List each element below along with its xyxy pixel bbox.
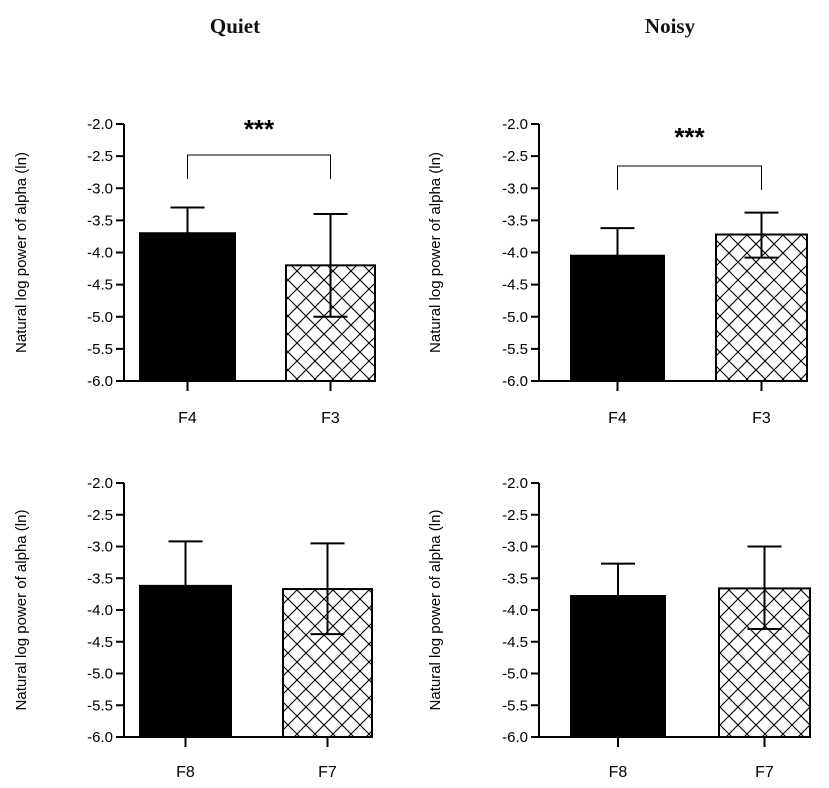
y-tick-label: -4.0 [87,602,113,619]
bar-F4 [570,254,665,382]
y-tick-label: -6.0 [502,729,528,746]
y-axis-label: Natural log power of alpha (ln) [427,152,444,353]
y-tick-label: -3.0 [502,180,528,197]
x-tick-label: F3 [752,410,771,427]
y-tick-label: -2.5 [502,148,528,165]
x-tick-label: F4 [608,410,627,427]
significance-label: *** [674,122,705,152]
y-axis-label: Natural log power of alpha (ln) [13,510,30,711]
x-tick-label: F7 [318,764,337,781]
y-axis-label: Natural log power of alpha (ln) [13,152,30,353]
y-axis-label: Natural log power of alpha (ln) [427,510,444,711]
y-tick-label: -4.5 [87,634,113,651]
y-tick-label: -2.0 [87,116,113,133]
x-tick-label: F4 [178,410,197,427]
bar-F8 [139,584,232,738]
x-tick-label: F7 [755,764,774,781]
chart-panel-top-right: Natural log power of alpha (ln) -2.0 -2.5 -… [427,116,808,427]
x-tick-label: F8 [176,764,195,781]
y-tick-label: -3.5 [87,212,113,229]
y-tick-label: -3.5 [87,570,113,587]
y-tick-label: -3.0 [87,180,113,197]
y-tick-label: -4.0 [502,245,528,262]
chart-panel-bottom-right: Natural log power of alpha (ln) -2.0 -2.5 -… [427,475,811,781]
x-tick-label: F8 [609,764,628,781]
y-tick-label: -4.5 [502,634,528,651]
bar-F4 [139,232,236,382]
y-tick-label: -5.5 [87,341,113,358]
significance-bracket [617,165,762,190]
y-tick-label: -4.5 [502,277,528,294]
bar-F3 [285,264,376,383]
y-tick-label: -3.0 [87,539,113,556]
y-tick-label: -5.0 [502,666,528,683]
y-tick-label: -5.0 [87,666,113,683]
y-tick-label: -5.5 [87,697,113,714]
y-tick-label: -5.5 [502,697,528,714]
y-tick-label: -5.0 [502,309,528,326]
y-tick-label: -5.0 [87,309,113,326]
column-title-noisy: Noisy [644,14,696,38]
bar-F3 [715,233,808,382]
y-tick-label: -4.0 [87,245,113,262]
bar-F8 [570,595,666,738]
chart-panel-top-left: Natural log power of alpha (ln) -2.0 -2.5 -… [13,114,376,427]
y-tick-label: -2.5 [87,507,113,524]
y-tick-label: -2.0 [87,475,113,492]
significance-label: *** [244,114,275,144]
y-tick-label: -4.5 [87,277,113,294]
y-tick-label: -6.0 [87,729,113,746]
y-tick-label: -4.0 [502,602,528,619]
y-tick-label: -3.0 [502,539,528,556]
chart-panel-bottom-left: Natural log power of alpha (ln) -2.0 -2.5 -… [13,475,373,781]
y-tick-label: -6.0 [502,373,528,390]
x-tick-label: F3 [321,410,340,427]
y-tick-label: -6.0 [87,373,113,390]
y-tick-label: -2.5 [87,148,113,165]
y-tick-label: -5.5 [502,341,528,358]
y-tick-label: -2.5 [502,507,528,524]
y-tick-label: -3.5 [502,570,528,587]
column-title-quiet: Quiet [209,14,261,38]
y-tick-label: -2.0 [502,116,528,133]
y-tick-label: -2.0 [502,475,528,492]
y-tick-label: -3.5 [502,212,528,229]
significance-bracket [187,154,331,179]
